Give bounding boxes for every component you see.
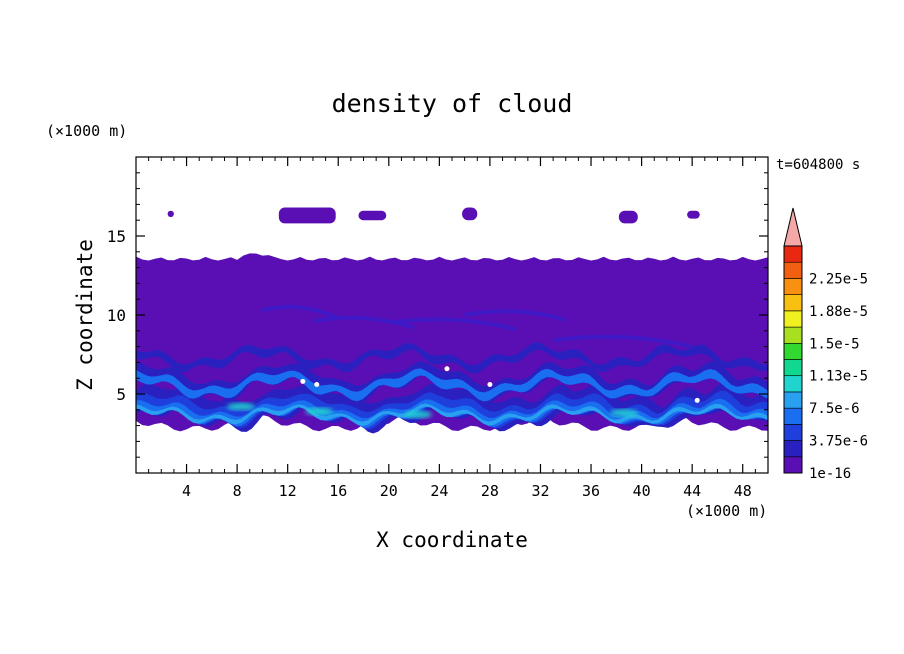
contour-plot-area — [136, 207, 768, 434]
colorbar-level-label: 1.5e-5 — [809, 336, 860, 352]
upper-cloud-patch — [687, 210, 700, 219]
colorbar-segment — [783, 326, 803, 344]
colorbar-legend: 1e-16 3.75e-6 7.5e-6 1.13e-5 1.5e-5 1.88e-5 2.… — [783, 207, 868, 482]
upper-cloud-patch — [618, 210, 638, 224]
x-tick-label: 24 — [430, 482, 448, 500]
colorbar-segment — [783, 261, 803, 279]
upper-cloud-patch — [462, 207, 478, 221]
colorbar-segment — [783, 424, 803, 441]
y-unit-label: (×1000 m) — [46, 122, 127, 140]
colorbar-segment — [783, 310, 803, 328]
cloud-streak — [552, 334, 693, 349]
colorbar-level-label: 1e-16 — [809, 466, 851, 482]
colorbar-level-label: 7.5e-6 — [809, 401, 860, 417]
colorbar-segment — [783, 375, 803, 393]
density-peak — [609, 408, 638, 417]
density-peak — [305, 407, 334, 416]
y-axis: 5 10 15 — [107, 172, 768, 458]
colorbar-segment — [783, 294, 803, 312]
cloud-gap — [694, 397, 700, 403]
y-tick-label: 15 — [107, 227, 126, 246]
density-band-upper-3 — [136, 342, 768, 374]
x-tick-label: 16 — [329, 482, 347, 500]
x-tick-label: 4 — [182, 482, 191, 500]
cloud-streak — [464, 309, 567, 322]
colorbar-segment — [783, 359, 803, 377]
colorbar-segment — [783, 456, 803, 474]
colorbar-segment — [783, 245, 803, 263]
time-label: t=604800 s — [776, 157, 860, 173]
x-axis-title: X coordinate — [376, 528, 528, 552]
cloud-gap — [444, 366, 450, 372]
colorbar-segment — [783, 342, 803, 360]
colorbar-segment — [783, 440, 803, 458]
y-tick-label: 5 — [116, 385, 126, 404]
x-tick-label: 8 — [233, 482, 242, 500]
y-axis-title: Z coordinate — [73, 239, 97, 391]
x-tick-label: 32 — [531, 482, 549, 500]
x-tick-label: 40 — [633, 482, 651, 500]
colorbar-level-label: 1.88e-5 — [809, 304, 868, 320]
density-peak — [226, 402, 255, 411]
x-tick-label: 12 — [279, 482, 297, 500]
chart-title: density of cloud — [332, 89, 573, 118]
upper-cloud-patch — [278, 207, 336, 224]
colorbar-segment — [783, 391, 803, 409]
density-band-upper-2 — [136, 368, 768, 402]
x-axis: 4 8 12 16 20 24 28 32 36 40 44 48 — [148, 157, 756, 500]
colorbar-level-label: 2.25e-5 — [809, 271, 868, 287]
y-tick-label: 10 — [107, 306, 126, 325]
cloud-streak — [261, 304, 340, 320]
density-band-level-4 — [136, 403, 768, 427]
cloud-gap — [487, 382, 493, 388]
cloud-streak — [312, 315, 415, 330]
cloud-gap — [314, 382, 320, 388]
colorbar-level-label: 3.75e-6 — [809, 434, 868, 450]
x-tick-label: 28 — [481, 482, 499, 500]
colorbar-level-label: 1.13e-5 — [809, 369, 868, 385]
upper-cloud-patch — [167, 210, 174, 218]
x-unit-label: (×1000 m) — [686, 502, 767, 520]
x-tick-label: 48 — [734, 482, 752, 500]
density-peak — [403, 410, 432, 419]
colorbar-segment — [783, 278, 803, 295]
colorbar-extend-arrow — [783, 207, 803, 247]
upper-cloud-patch — [358, 210, 387, 221]
cloud-gap — [300, 378, 306, 384]
colorbar-frame — [783, 245, 803, 474]
x-tick-label: 20 — [380, 482, 398, 500]
colorbar-segment — [783, 407, 803, 425]
x-tick-label: 36 — [582, 482, 600, 500]
cloud-streak — [388, 317, 516, 332]
x-tick-label: 44 — [683, 482, 701, 500]
